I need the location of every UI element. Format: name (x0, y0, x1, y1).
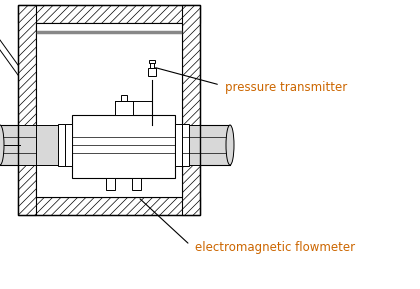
Bar (18, 5, 200, 215)
Bar (182, 124, 189, 166)
Bar (182, 5, 200, 215)
Bar (105, 178, 115, 190)
Bar (148, 68, 156, 76)
Bar (18, 5, 200, 23)
Ellipse shape (0, 125, 4, 165)
Bar (58, 124, 65, 166)
Bar (149, 60, 155, 63)
Text: electromagnetic flowmeter: electromagnetic flowmeter (195, 242, 355, 255)
Bar (115, 101, 132, 115)
Bar (18, 5, 36, 215)
Bar (0, 125, 230, 165)
Bar (65, 124, 72, 166)
Bar (175, 124, 182, 166)
Ellipse shape (226, 125, 234, 165)
Text: pressure transmitter: pressure transmitter (225, 81, 347, 95)
Bar (36, 23, 182, 197)
Bar (131, 178, 141, 190)
Bar (18, 197, 200, 215)
Bar (72, 115, 175, 178)
Bar (150, 62, 154, 68)
Bar (121, 95, 126, 101)
Bar (36, 23, 182, 197)
